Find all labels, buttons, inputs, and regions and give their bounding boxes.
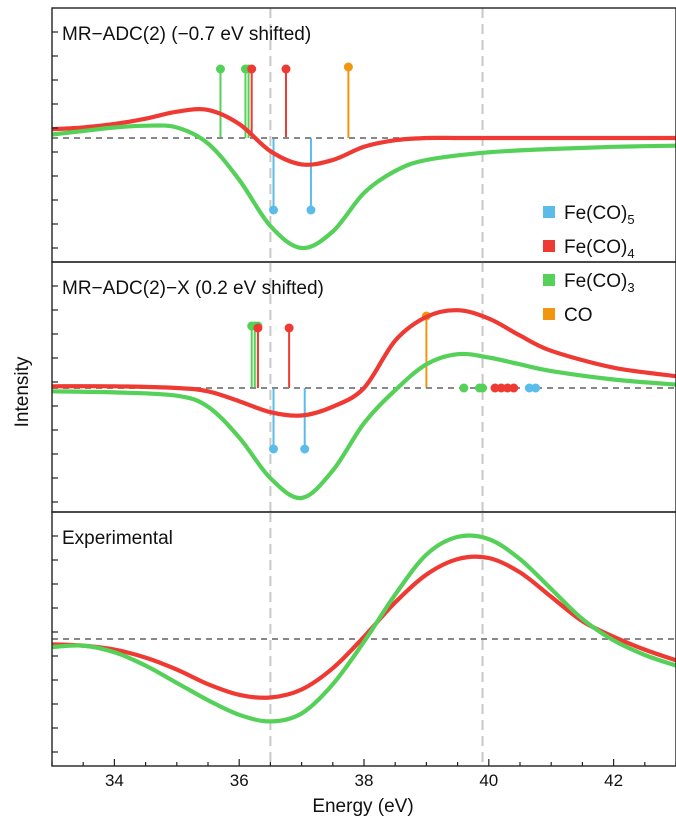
- curves: [52, 107, 676, 251]
- panel-2: MR−ADC(2)−X (0.2 eV shifted): [51, 261, 676, 513]
- x-tick-label: 42: [604, 771, 623, 790]
- x-tick-label: 40: [479, 771, 498, 790]
- panel-1: MR−ADC(2) (−0.7 eV shifted): [51, 7, 676, 263]
- series-line-feco4: [52, 107, 676, 167]
- stick-marker: [300, 444, 310, 454]
- legend-swatch: [543, 274, 555, 286]
- legend-swatch: [543, 240, 555, 252]
- series-line-feco3: [52, 123, 676, 251]
- panel-title: Experimental: [62, 528, 173, 549]
- x-axis-label: Energy (eV): [312, 796, 413, 817]
- stick-marker: [253, 323, 263, 333]
- stick-marker: [269, 444, 279, 454]
- axis-dot: [503, 383, 513, 393]
- x-tick-label: 38: [355, 771, 374, 790]
- legend-swatch: [543, 206, 555, 218]
- legend-swatch: [543, 308, 555, 320]
- stick-marker: [247, 64, 257, 74]
- stick-marker: [343, 62, 353, 72]
- y-axis-label: Intensity: [12, 356, 33, 427]
- axis-dot: [496, 383, 506, 393]
- x-tick-label: 34: [105, 771, 124, 790]
- panel-title: MR−ADC(2)−X (0.2 eV shifted): [62, 278, 324, 299]
- series-line-feco4: [52, 554, 676, 700]
- series-line-feco3: [52, 351, 676, 501]
- panel-3: Experimental: [51, 511, 676, 767]
- legend-label: Fe(CO)3: [564, 271, 635, 295]
- curves: [52, 308, 676, 501]
- legend: Fe(CO)5 Fe(CO)4 Fe(CO)3 CO: [543, 203, 635, 326]
- axis-dot: [478, 383, 488, 393]
- axis-dot: [490, 383, 500, 393]
- series-line-feco4: [52, 308, 676, 418]
- stick-marker: [269, 205, 279, 215]
- curves: [52, 533, 676, 724]
- legend-label: Fe(CO)5: [564, 203, 635, 227]
- axis-dot: [524, 383, 534, 393]
- stick-marker: [281, 64, 291, 74]
- legend-label: Fe(CO)4: [564, 237, 635, 261]
- x-axis: 34 36 38 40 42: [51, 759, 676, 790]
- stick-marker: [306, 205, 316, 215]
- axis-dot: [531, 383, 541, 393]
- axis-dot: [459, 383, 469, 393]
- stick-marker: [284, 323, 294, 333]
- axis-dot: [509, 383, 519, 393]
- panels: MR−ADC(2) (−0.7 eV shifted) MR−ADC(2)−X (…: [51, 7, 676, 767]
- panel-title: MR−ADC(2) (−0.7 eV shifted): [62, 24, 311, 45]
- stick-marker: [215, 64, 225, 74]
- legend-label: CO: [564, 305, 593, 326]
- x-tick-label: 36: [230, 771, 249, 790]
- series-line-feco3: [52, 533, 676, 724]
